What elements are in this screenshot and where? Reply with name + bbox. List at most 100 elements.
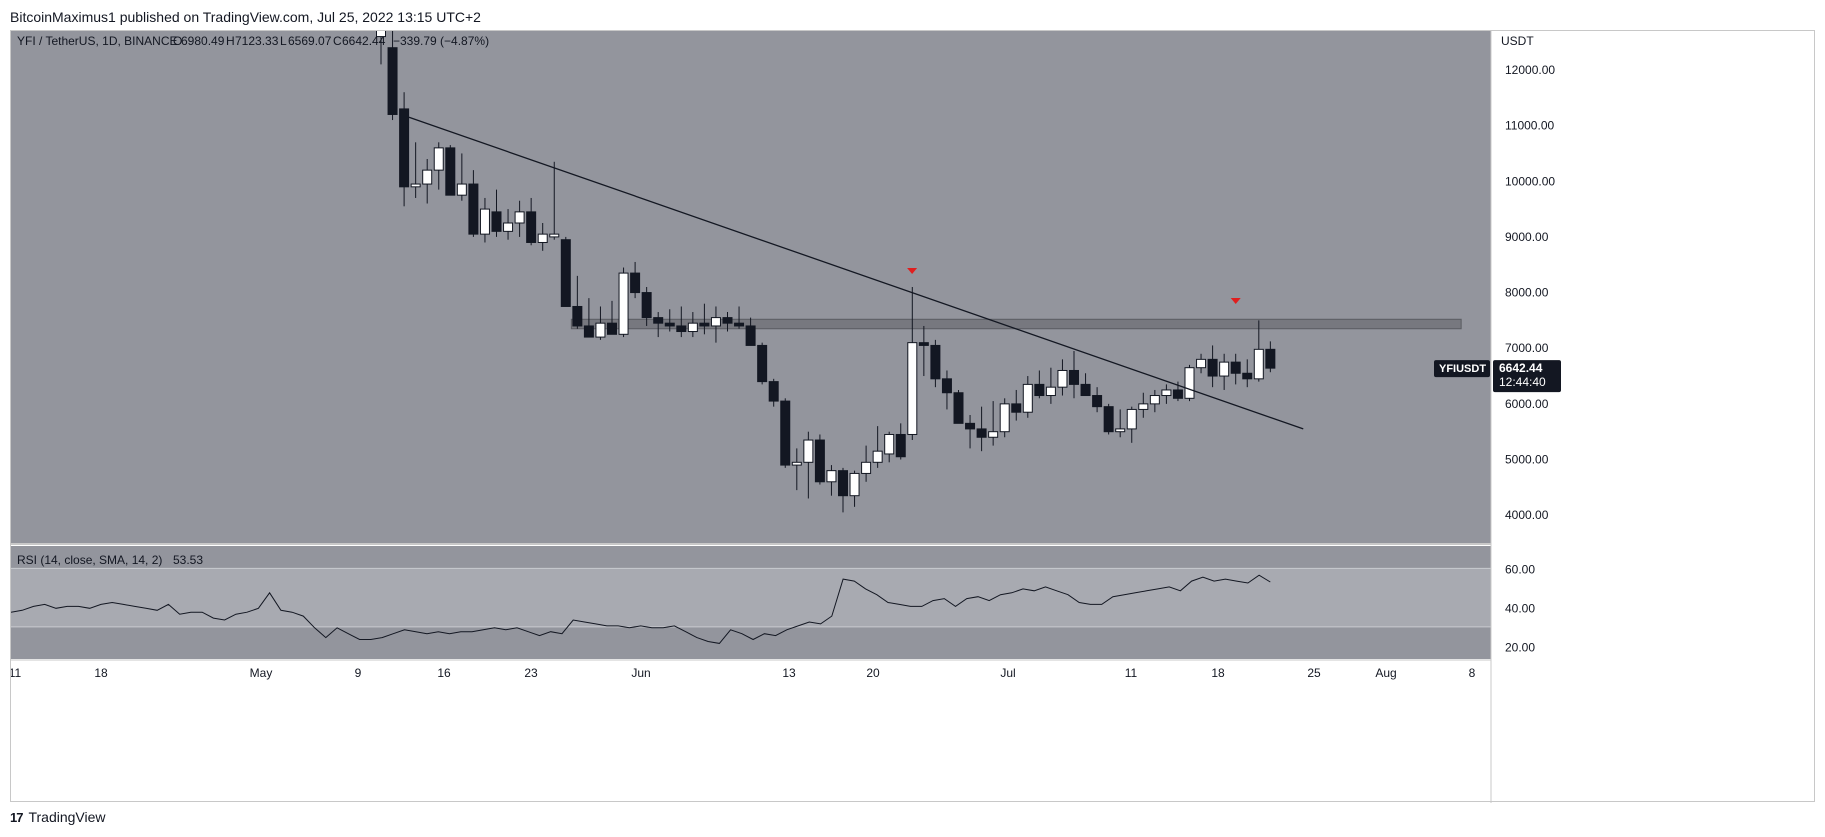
candle[interactable] [1034, 383, 1045, 397]
candle[interactable] [1103, 406, 1114, 433]
candle[interactable] [872, 450, 883, 463]
legend-close-value: 6642.44 [342, 34, 386, 48]
candle[interactable] [710, 317, 721, 327]
time-axis-label: 9 [355, 666, 362, 680]
candle[interactable] [780, 400, 791, 466]
candle[interactable] [884, 433, 895, 455]
candle[interactable] [757, 344, 768, 383]
candle[interactable] [479, 208, 490, 235]
candle[interactable] [745, 325, 756, 346]
candle[interactable] [988, 431, 999, 438]
candle[interactable] [595, 322, 606, 338]
candle[interactable] [907, 342, 918, 435]
candle[interactable] [1161, 389, 1172, 397]
candle[interactable] [1265, 348, 1276, 369]
candle[interactable] [699, 322, 710, 327]
descending-trendline[interactable] [408, 116, 1304, 430]
candle[interactable] [1219, 361, 1230, 377]
candle[interactable] [1207, 358, 1218, 377]
candle[interactable] [965, 422, 976, 430]
price-axis-tick: 4000.00 [1505, 508, 1549, 522]
price-badge-countdown: 12:44:40 [1499, 375, 1546, 389]
candle[interactable] [826, 470, 837, 483]
time-axis-label: 18 [94, 666, 108, 680]
candle[interactable] [399, 108, 410, 188]
candle[interactable] [1196, 358, 1207, 369]
candle[interactable] [410, 183, 421, 188]
candle[interactable] [768, 381, 779, 402]
footer: 17 TradingView [10, 809, 106, 825]
candle[interactable] [941, 378, 952, 394]
candle[interactable] [1149, 395, 1160, 405]
candle[interactable] [976, 428, 987, 438]
candle[interactable] [1242, 372, 1253, 380]
candle[interactable] [930, 344, 941, 380]
candle[interactable] [607, 322, 617, 335]
candle[interactable] [734, 322, 745, 327]
candle[interactable] [814, 439, 825, 483]
time-axis-label: 13 [782, 666, 796, 680]
tradingview-brand[interactable]: TradingView [28, 809, 106, 825]
candle[interactable] [1022, 383, 1033, 413]
candle[interactable] [630, 272, 641, 294]
candle[interactable] [1045, 386, 1056, 397]
candle[interactable] [433, 147, 444, 171]
candle[interactable] [664, 322, 675, 327]
candle[interactable] [491, 211, 502, 232]
candle[interactable] [1080, 383, 1091, 397]
price-pane[interactable] [11, 31, 1491, 543]
candle[interactable] [653, 317, 664, 324]
candle[interactable] [514, 211, 525, 224]
candle[interactable] [387, 47, 398, 115]
candle[interactable] [618, 272, 629, 335]
candle[interactable] [1230, 361, 1241, 374]
candle[interactable] [1092, 395, 1103, 408]
time-axis-label: Jul [1000, 666, 1015, 680]
candle[interactable] [526, 211, 537, 243]
time-axis-label: 18 [1211, 666, 1225, 680]
candle[interactable] [537, 233, 548, 243]
candle[interactable] [838, 470, 848, 497]
candle[interactable] [1011, 403, 1022, 413]
candle[interactable] [1126, 408, 1137, 430]
candle[interactable] [1138, 403, 1149, 410]
candle[interactable] [422, 169, 433, 185]
candle[interactable] [1057, 369, 1068, 388]
candle[interactable] [560, 239, 571, 307]
candle[interactable] [549, 233, 560, 238]
rsi-band [11, 568, 1491, 627]
candle[interactable] [1172, 389, 1183, 399]
candle[interactable] [641, 292, 652, 319]
candle[interactable] [583, 325, 594, 338]
legend-close-label: C [333, 34, 342, 48]
candle[interactable] [849, 472, 860, 497]
candle[interactable] [803, 439, 814, 463]
candle[interactable] [456, 183, 467, 196]
candle[interactable] [468, 183, 479, 235]
tradingview-logo-icon[interactable]: 17 [10, 809, 24, 825]
candle[interactable] [722, 317, 733, 324]
candle[interactable] [503, 222, 514, 232]
candle[interactable] [376, 31, 386, 38]
candle[interactable] [687, 322, 698, 333]
legend-high-value: 7123.33 [235, 34, 279, 48]
candle[interactable] [676, 325, 687, 333]
price-axis-tick: 11000.00 [1505, 119, 1554, 133]
candle[interactable] [895, 433, 906, 458]
candle[interactable] [953, 392, 964, 424]
candle[interactable] [1115, 428, 1126, 433]
rsi-line[interactable] [11, 574, 1271, 644]
candle[interactable] [445, 147, 456, 196]
candle[interactable] [1069, 369, 1079, 385]
candle[interactable] [861, 461, 872, 474]
time-axis-label: 25 [1307, 666, 1321, 680]
price-badge [1493, 360, 1561, 393]
candle[interactable] [999, 403, 1010, 433]
candle[interactable] [918, 342, 929, 346]
candle[interactable] [791, 461, 802, 466]
candle[interactable] [1253, 348, 1264, 380]
candle[interactable] [572, 305, 583, 327]
candle[interactable] [1184, 367, 1195, 399]
chart-container[interactable]: YFI / TetherUS, 1D, BINANCE O 6980.49 H 7123… [10, 30, 1816, 803]
